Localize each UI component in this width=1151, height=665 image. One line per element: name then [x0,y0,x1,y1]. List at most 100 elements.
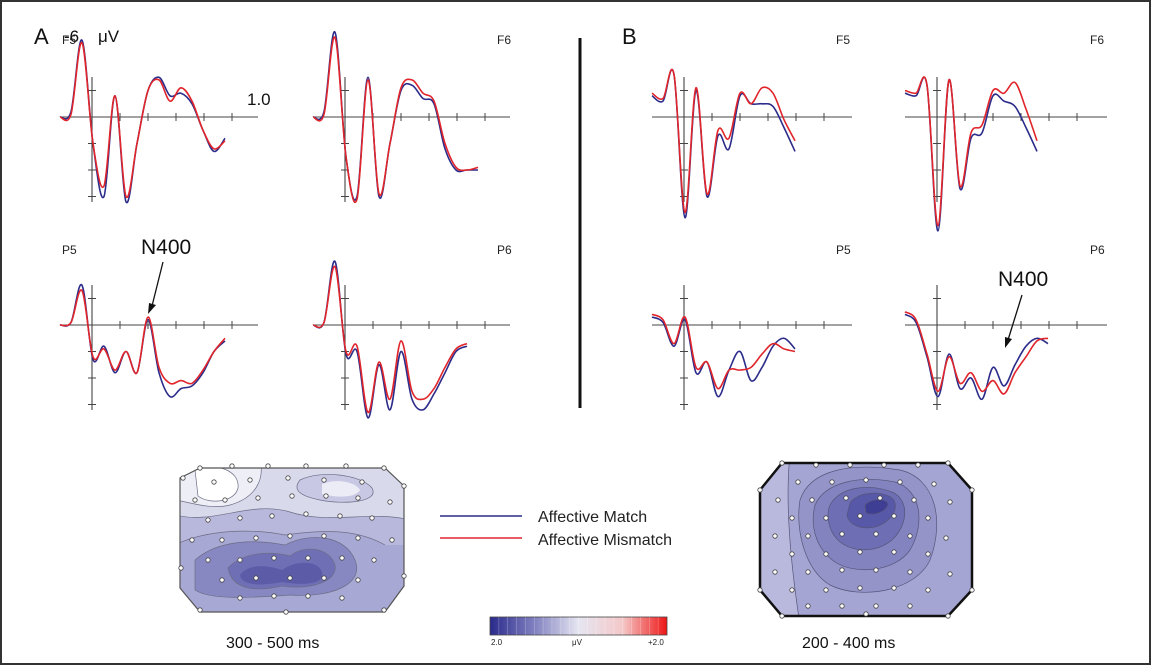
electrode-dot [322,576,326,580]
electrode-dot [806,534,810,538]
n400-arrow-b [1008,295,1022,340]
electrode-dot [773,570,777,574]
electrode-dot [926,588,930,592]
electrode-dot [402,574,406,578]
electrode-dot [340,596,344,600]
electrode-dot [858,586,862,590]
erp-subplot-a-f6: F6 [313,32,511,203]
electrode-dot [830,480,834,484]
erp-trace-mismatch-a-f6 [313,37,478,202]
electrode-dot [322,534,326,538]
electrode-dot [272,594,276,598]
electrode-dot [288,576,292,580]
erp-trace-match-b-f6 [905,77,1037,231]
electrode-dot [306,594,310,598]
erp-trace-mismatch-a-p6 [313,266,467,412]
electrode-dot [908,604,912,608]
n400-arrow-a [152,262,163,306]
electrode-dot [272,556,276,560]
electrode-dot [290,494,294,498]
electrode-dot [270,514,274,518]
electrode-dot [344,464,348,468]
electrode-dot [758,488,762,492]
erp-trace-mismatch-a-f5 [60,43,225,198]
electrode-dot [248,478,252,482]
electrode-dot [790,552,794,556]
channel-label-f6: F6 [1090,33,1104,47]
n400-annotation-b: N400 [998,268,1048,348]
electrode-dot [206,558,210,562]
electrode-dot [790,516,794,520]
electrode-dot [858,514,862,518]
electrode-dot [230,464,234,468]
n400-label-a: N400 [141,236,191,259]
n400-arrowhead-a [148,303,156,314]
electrode-dot [916,463,920,467]
electrode-dot [776,498,780,502]
erp-trace-mismatch-a-p5 [60,290,225,384]
channel-label-f5: F5 [836,33,850,47]
electrode-dot [254,576,258,580]
electrode-dot [908,570,912,574]
erp-plots: F5 F6P5 P6F5 F6P5 P6 [60,32,1107,418]
electrode-dot [758,588,762,592]
channel-label-p5: P5 [836,243,851,257]
electrode-dot [306,556,310,560]
erp-trace-match-a-p6 [313,261,467,418]
electrode-dot [858,550,862,554]
electrode-dot [892,550,896,554]
electrode-dot [190,538,194,542]
electrode-dot [304,512,308,516]
electrode-dot [181,476,185,480]
colorbar: 2.0 μV +2.0 [490,617,667,647]
electrode-dot [926,552,930,556]
electrode-dot [780,614,784,618]
electrode-dot [810,498,814,502]
electrode-dot [780,461,784,465]
electrode-dot [806,570,810,574]
channel-label-f6: F6 [497,33,511,47]
electrode-dot [882,463,886,467]
erp-subplot-a-p5: P5 [60,243,258,410]
channel-label-f5: F5 [62,33,76,47]
electrode-dot [198,608,202,612]
electrode-dot [796,480,800,484]
electrode-dot [970,488,974,492]
electrode-dot [388,500,392,504]
electrode-dot [848,463,852,467]
electrode-dot [382,466,386,470]
electrode-dot [874,532,878,536]
electrode-dot [824,552,828,556]
electrode-dot [223,498,227,502]
electrode-dot [370,516,374,520]
electrode-dot [874,604,878,608]
electrode-dot [382,608,386,612]
electrode-dot [360,480,364,484]
x-tick-label: 1.0 [247,90,271,109]
electrode-dot [356,578,360,582]
panel-letter-a: A [34,24,49,49]
electrode-dot [878,496,882,500]
y-unit-label: μV [98,27,120,46]
scalp-map-b [755,455,980,625]
n400-annotation-a: N400 [141,236,191,314]
electrode-dot [908,534,912,538]
electrode-dot [970,588,974,592]
electrode-dot [193,498,197,502]
erp-trace-mismatch-b-p6 [905,312,1048,394]
erp-trace-mismatch-b-f6 [905,77,1037,226]
electrode-dot [864,478,868,482]
channel-label-p5: P5 [62,243,77,257]
electrode-dot [932,482,936,486]
electrode-dot [238,596,242,600]
n400-label-b: N400 [998,268,1048,291]
electrode-dot [356,496,360,500]
electrode-dot [946,461,950,465]
n400-arrowhead-b [1005,337,1012,348]
electrode-dot [198,466,202,470]
panel-letter-b: B [622,24,637,49]
electrode-dot [284,610,288,614]
electrode-dot [372,558,376,562]
time-window-b: 200 - 400 ms [802,635,895,652]
